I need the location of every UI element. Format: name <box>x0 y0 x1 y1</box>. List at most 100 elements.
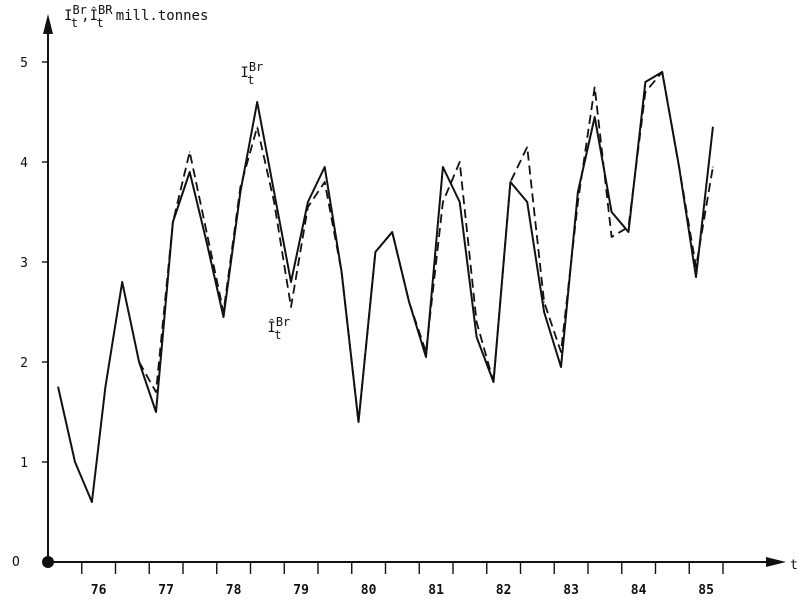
data-point-actual <box>442 166 444 168</box>
x-tick-label: 77 <box>158 583 174 598</box>
data-point-fitted <box>492 381 495 383</box>
data-point-actual <box>57 386 59 388</box>
x-tick-label: 84 <box>631 583 647 598</box>
origin-label: O <box>12 555 20 570</box>
data-point-actual <box>560 366 562 368</box>
data-point-actual <box>627 231 630 233</box>
series-line-actual <box>57 71 714 503</box>
y-tick-label: 5 <box>20 56 28 71</box>
data-point-fitted <box>357 421 360 423</box>
data-point-actual <box>526 201 528 203</box>
data-point-fitted <box>239 186 241 188</box>
series-line-fitted <box>138 71 714 423</box>
y-label-series1-symbol: I <box>64 8 72 24</box>
data-point-actual <box>543 311 545 313</box>
data-point-actual <box>712 126 714 128</box>
y-tick-label: 3 <box>20 256 28 271</box>
data-point-fitted <box>256 126 258 128</box>
y-label-series1-sup: Br <box>72 3 86 17</box>
data-point-actual <box>155 411 157 413</box>
data-point-actual <box>611 211 613 213</box>
y-label-separator: , <box>81 8 89 24</box>
data-point-fitted <box>155 391 157 393</box>
data-point-actual <box>307 201 309 203</box>
y-axis-arrow <box>43 14 53 34</box>
data-point-actual <box>104 386 106 388</box>
y-label-series2-symbol: Î <box>90 6 98 24</box>
x-tick-label: 76 <box>91 583 107 598</box>
data-point-fitted <box>324 181 326 183</box>
data-point-fitted <box>425 351 427 353</box>
data-point-fitted <box>509 181 511 183</box>
data-point-fitted <box>695 266 697 268</box>
data-point-actual <box>324 166 326 168</box>
series-layer: IBr t ÎBr t <box>57 60 714 503</box>
data-point-actual <box>74 461 76 463</box>
data-point-fitted <box>678 166 680 168</box>
y-axis-label: IBr t ,ÎBR t mill.tonnes <box>64 3 208 30</box>
data-point-fitted <box>594 86 596 88</box>
data-point-actual <box>459 201 461 203</box>
origin-dot <box>42 556 54 568</box>
data-point-fitted <box>222 311 225 313</box>
data-point-actual <box>222 316 225 318</box>
data-point-fitted <box>644 91 646 93</box>
data-point-fitted <box>627 226 630 228</box>
x-ticks: 76 77 78 79 80 81 82 83 84 85 <box>81 562 724 598</box>
data-point-actual <box>121 281 123 283</box>
y-label-series2-sub: t <box>96 16 103 30</box>
data-point-actual <box>91 501 93 503</box>
data-point-actual <box>695 276 697 278</box>
data-point-actual <box>189 171 191 173</box>
data-point-actual <box>476 336 478 338</box>
y-tick-label: 2 <box>20 356 28 371</box>
data-point-fitted <box>526 146 528 148</box>
data-point-fitted <box>374 251 376 253</box>
y-tick-label: 1 <box>20 456 28 471</box>
x-axis-arrow <box>766 557 786 567</box>
x-tick-label: 80 <box>361 583 377 598</box>
data-point-fitted <box>273 201 275 203</box>
data-point-actual <box>273 191 275 193</box>
x-tick-label: 83 <box>563 583 579 598</box>
data-point-fitted <box>172 221 174 223</box>
data-point-fitted <box>661 71 663 73</box>
data-point-fitted <box>408 301 410 303</box>
data-point-actual <box>256 101 258 103</box>
x-tick-label: 82 <box>496 583 512 598</box>
series-label-fitted: ÎBr t <box>267 315 290 342</box>
data-point-fitted <box>341 271 343 273</box>
data-point-fitted <box>391 231 393 233</box>
data-point-actual <box>594 116 596 118</box>
data-point-actual <box>577 191 579 193</box>
data-point-fitted <box>206 231 208 233</box>
x-tick-label: 81 <box>428 583 444 598</box>
data-point-fitted <box>543 301 545 303</box>
y-label-series2-sup: BR <box>98 3 113 17</box>
x-axis-label: t <box>790 558 798 573</box>
y-tick-label: 4 <box>20 156 28 171</box>
data-point-fitted <box>476 321 478 323</box>
data-point-actual <box>206 241 208 243</box>
data-point-fitted <box>442 201 444 203</box>
x-tick-label: 79 <box>293 583 309 598</box>
data-point-actual <box>425 356 427 358</box>
data-point-fitted <box>560 351 562 353</box>
data-point-fitted <box>189 151 191 153</box>
y-ticks: 1 2 3 4 5 <box>20 56 48 471</box>
axes <box>42 14 786 568</box>
data-point-fitted <box>577 201 579 203</box>
data-point-fitted <box>138 361 140 363</box>
data-point-actual <box>644 81 646 83</box>
data-point-fitted <box>459 161 461 163</box>
data-point-fitted <box>712 166 714 168</box>
y-label-unit: mill.tonnes <box>116 8 209 24</box>
data-point-actual <box>290 281 292 283</box>
x-tick-label: 78 <box>226 583 242 598</box>
data-point-fitted <box>290 306 292 308</box>
data-point-fitted <box>307 206 309 208</box>
x-tick-label: 85 <box>698 583 714 598</box>
y-label-series1-sub: t <box>71 16 78 30</box>
data-point-fitted <box>611 236 613 238</box>
